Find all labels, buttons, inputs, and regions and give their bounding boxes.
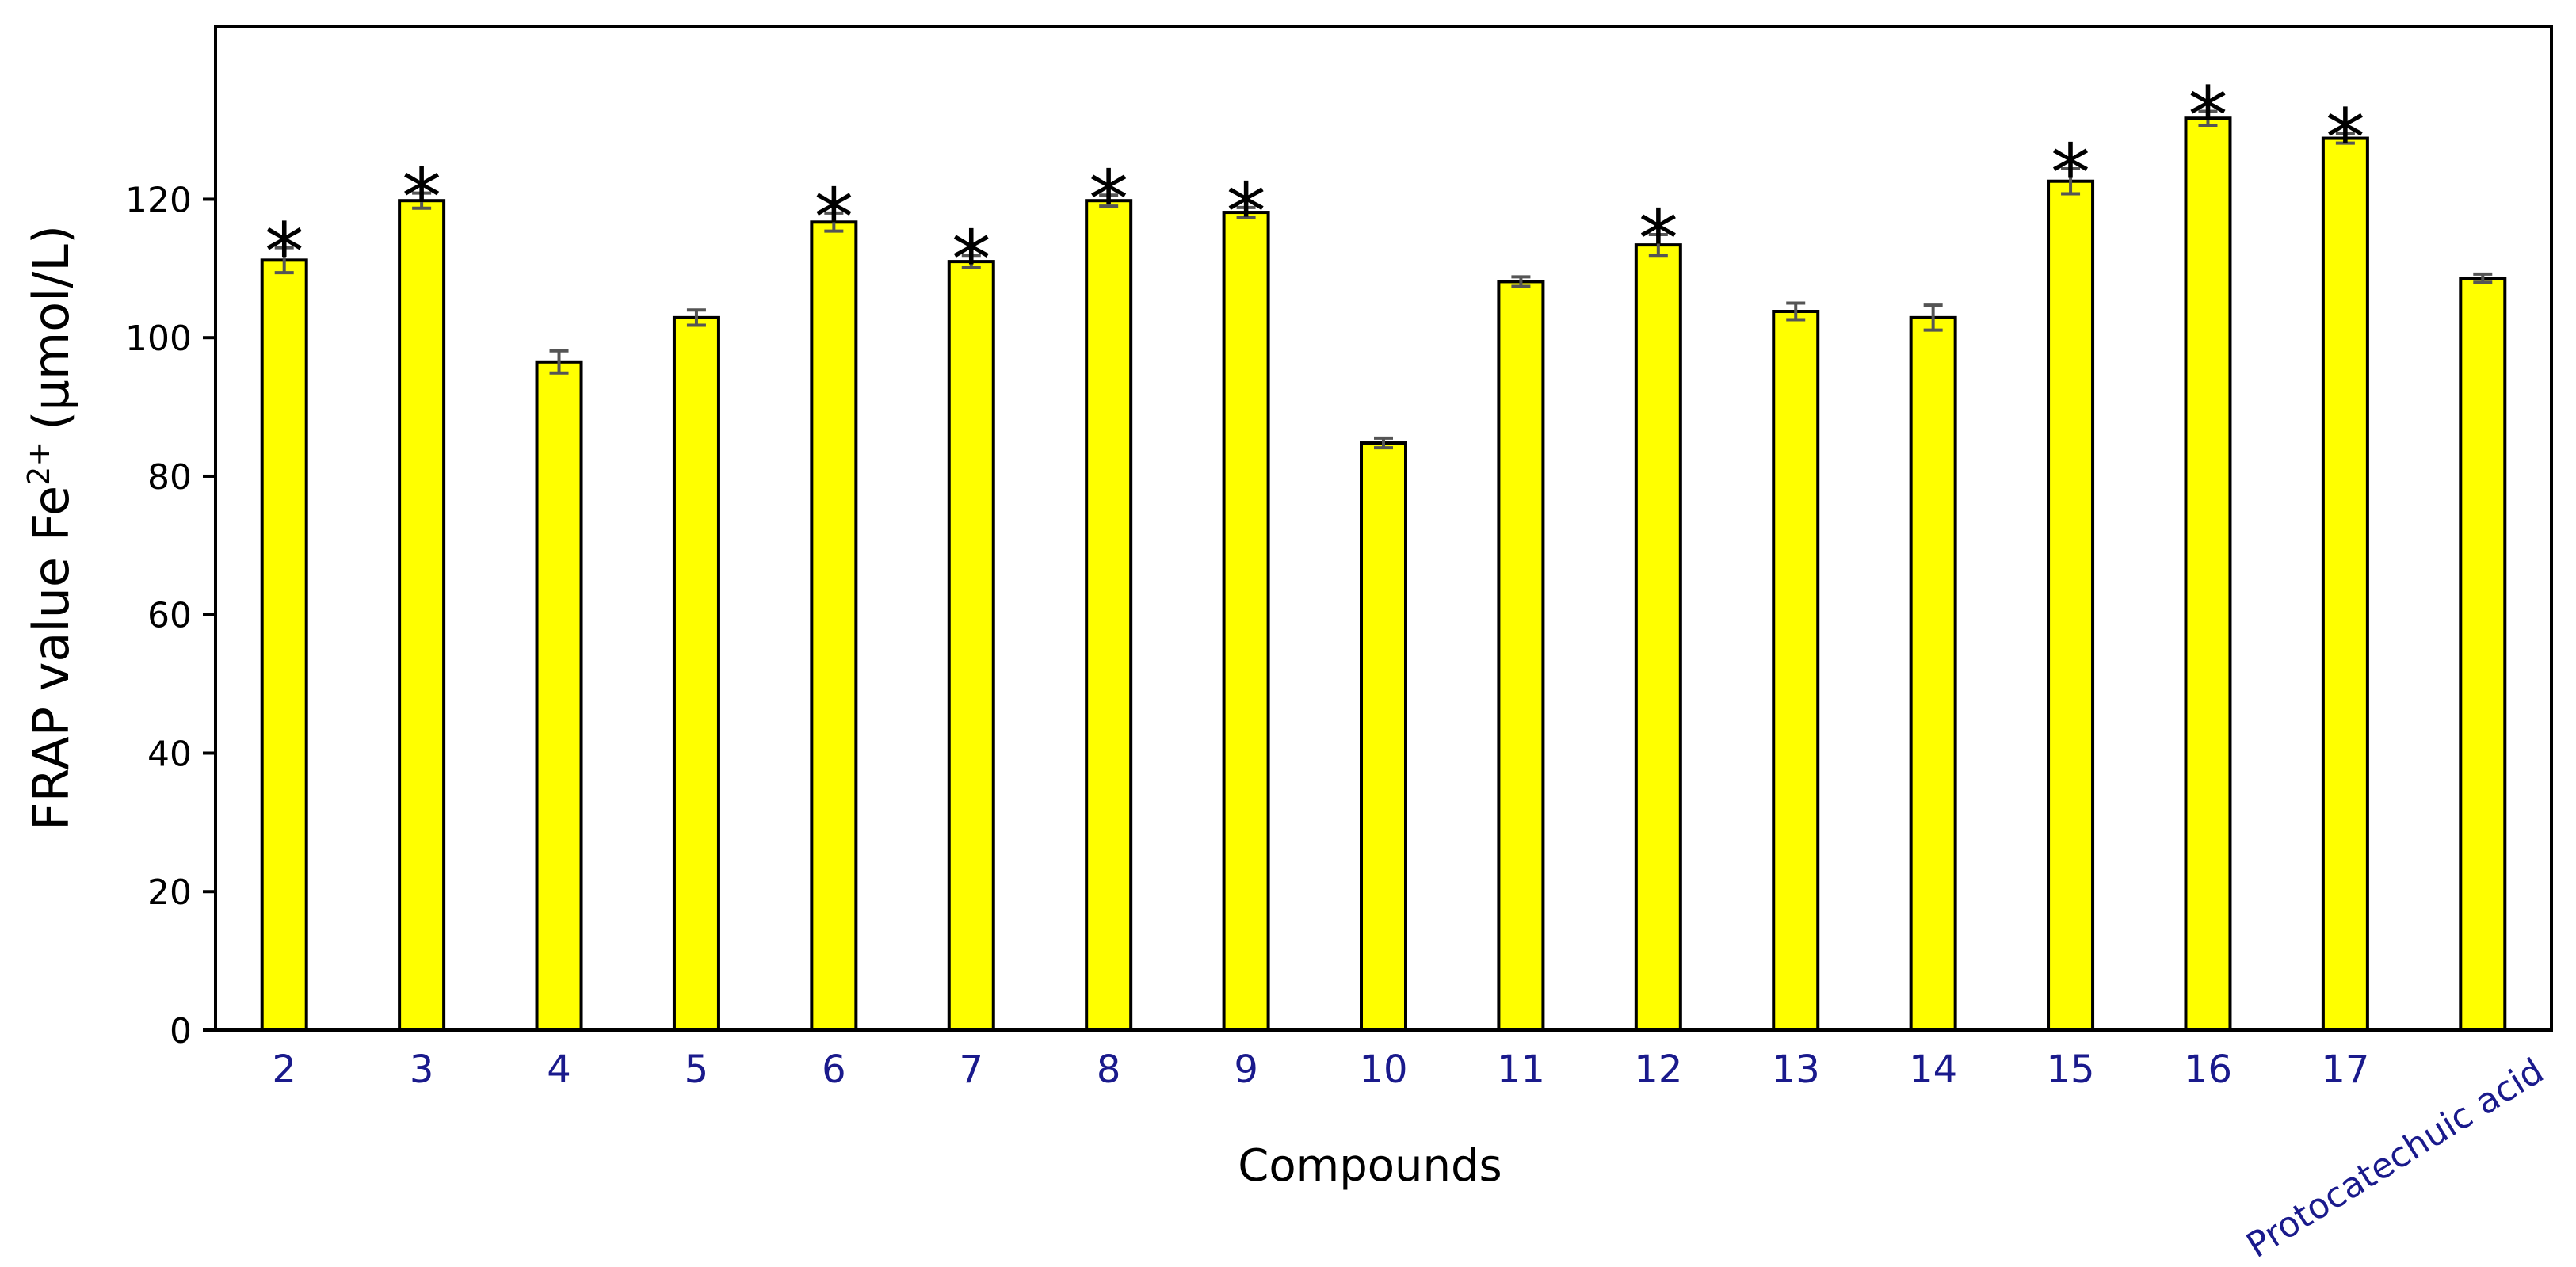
y-tick-label: 0 <box>170 1011 192 1051</box>
significance-marker: * <box>814 171 853 264</box>
y-tick-label: 80 <box>147 457 192 498</box>
significance-marker: * <box>2326 91 2365 184</box>
bar <box>2047 179 2095 1032</box>
y-label-main: FRAP value Fe <box>22 486 80 830</box>
x-tick-label: 16 <box>2184 1048 2232 1092</box>
y-tick-label: 60 <box>147 596 192 636</box>
x-tick-label: 12 <box>1634 1048 1682 1092</box>
x-tick-label: 15 <box>2047 1048 2095 1092</box>
x-tick-label: 4 <box>547 1048 571 1092</box>
bar <box>947 260 995 1032</box>
x-tick-label: 9 <box>1234 1048 1258 1092</box>
bar <box>810 220 858 1032</box>
x-tick-label: 11 <box>1497 1048 1545 1092</box>
x-tick-label: 6 <box>822 1048 846 1092</box>
x-tick-label: 2 <box>272 1048 296 1092</box>
bar <box>1909 315 1957 1032</box>
bar <box>1222 211 1270 1032</box>
x-tick-label: 3 <box>410 1048 434 1092</box>
x-tick-label: 10 <box>1359 1048 1407 1092</box>
significance-marker: * <box>402 151 441 244</box>
significance-marker: * <box>2051 127 2090 219</box>
y-tick-label: 40 <box>147 734 192 774</box>
bar <box>2321 136 2369 1032</box>
bar <box>535 360 583 1032</box>
bar <box>2459 277 2507 1032</box>
significance-marker: * <box>265 206 304 299</box>
x-axis-label: Compounds <box>1238 1140 1502 1192</box>
y-label-unit: (µmol/L) <box>22 225 80 430</box>
x-tick-label: 13 <box>1772 1048 1820 1092</box>
y-tick-label: 20 <box>147 872 192 913</box>
bar <box>1360 441 1407 1032</box>
significance-marker: * <box>2188 69 2227 162</box>
bar <box>2184 116 2232 1032</box>
bar <box>1634 243 1682 1032</box>
y-axis-label: FRAP value Fe2+ (µmol/L) <box>21 225 80 830</box>
x-tick-label: 8 <box>1097 1048 1121 1092</box>
y-tick-label: 100 <box>125 319 192 359</box>
x-tick-label: 7 <box>959 1048 983 1092</box>
y-label-sup: 2+ <box>21 441 56 486</box>
significance-marker: * <box>1639 193 1678 285</box>
x-tick-label: 14 <box>1909 1048 1957 1092</box>
bar <box>672 315 720 1032</box>
bar <box>398 199 446 1032</box>
significance-marker: * <box>1227 166 1266 258</box>
significance-marker: * <box>952 213 991 306</box>
x-tick-label: 17 <box>2321 1048 2369 1092</box>
bar <box>1772 310 1820 1032</box>
significance-marker: * <box>1089 153 1128 246</box>
bar <box>260 258 308 1032</box>
x-tick-label: 5 <box>685 1048 709 1092</box>
y-tick-label: 120 <box>125 180 192 220</box>
bar <box>1497 280 1545 1032</box>
x-tick-label: Protocatechuic acid <box>2239 1051 2551 1266</box>
bar <box>1085 199 1133 1032</box>
